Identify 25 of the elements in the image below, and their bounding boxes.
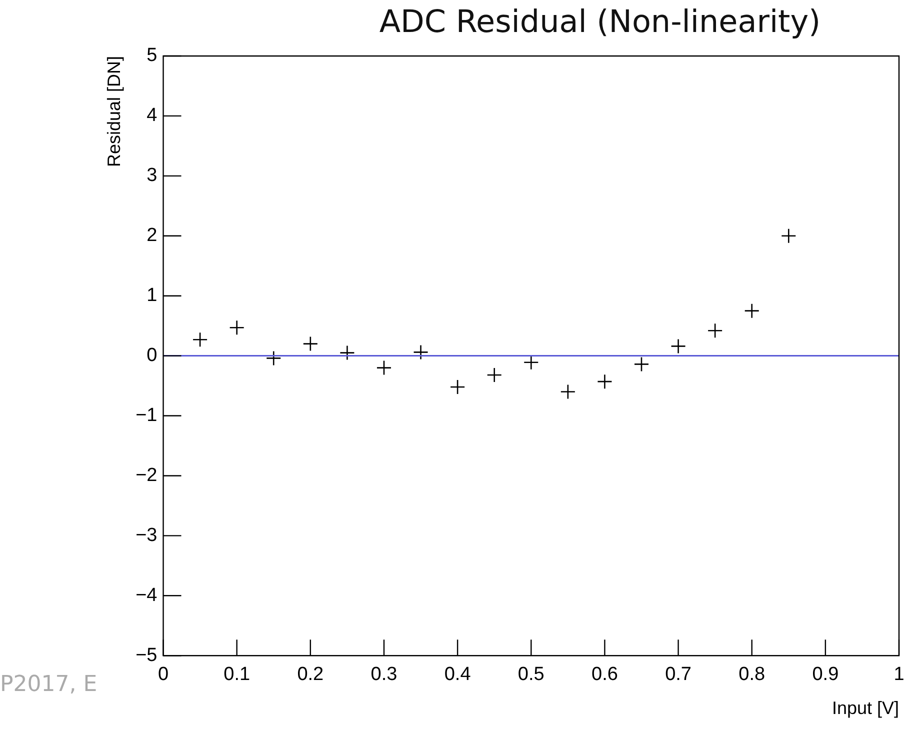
x-tick-label: 0.3: [370, 664, 398, 686]
x-tick-label: 0.5: [518, 664, 544, 686]
y-tick-label: 2: [146, 225, 158, 246]
y-tick-label: −3: [136, 524, 158, 546]
x-tick-label: 0.8: [738, 664, 766, 686]
x-tick-label: 0.2: [297, 664, 324, 686]
x-tick-label: 0.7: [665, 664, 692, 686]
y-axis-title: Residual [DN]: [104, 56, 124, 168]
y-tick-label: −2: [136, 464, 158, 486]
y-tick-label: 4: [146, 105, 158, 126]
x-axis-title: Input [V]: [832, 698, 899, 718]
x-tick-label: 0.9: [812, 664, 839, 686]
y-tick-label: −1: [136, 404, 158, 426]
y-tick-label: −4: [136, 584, 158, 606]
y-tick-label: 5: [146, 45, 158, 66]
x-tick-label: 1: [894, 664, 904, 686]
chart-title: ADC Residual (Non-linearity): [378, 4, 822, 40]
y-tick-label: 0: [146, 345, 158, 366]
y-tick-label: 3: [146, 165, 158, 186]
text: P2017, E: [0, 672, 98, 697]
x-tick-label: 0.1: [224, 664, 250, 686]
y-tick-label: −5: [136, 644, 158, 666]
x-tick-label: 0.4: [444, 664, 472, 686]
y-tick-label: 1: [146, 285, 158, 306]
x-tick-label: 0.6: [591, 664, 618, 686]
